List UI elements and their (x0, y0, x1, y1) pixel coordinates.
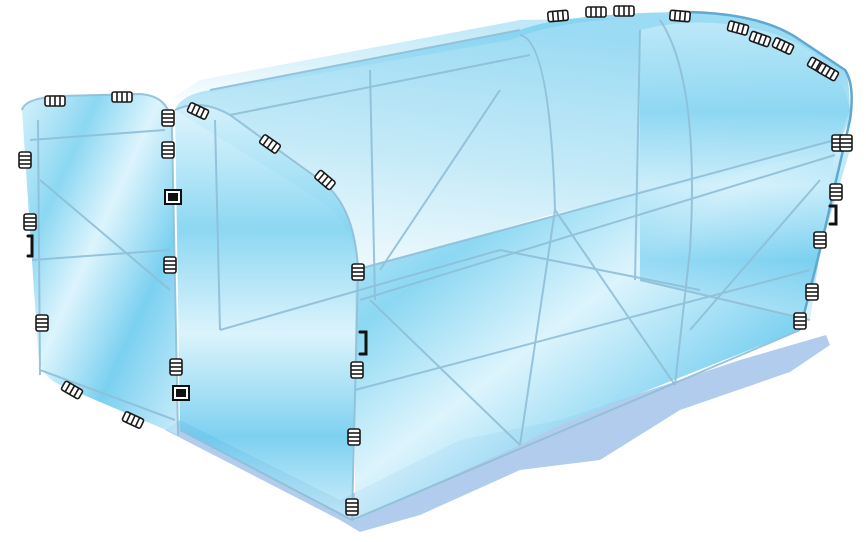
frame-clips (18, 5, 853, 516)
frame-clip-icon (668, 9, 692, 23)
frame-clip-icon (813, 231, 827, 249)
door-handle-icon (26, 234, 34, 258)
frame-clip-icon (351, 263, 365, 281)
frame-clip-icon (18, 151, 32, 169)
frame-clip-icon (771, 37, 795, 55)
frame-clip-icon (805, 283, 819, 301)
hinge-icon (172, 385, 190, 401)
frame-clip-icon (163, 256, 177, 274)
frame-clip-icon (546, 9, 570, 23)
frame-clip-icon (44, 95, 66, 107)
door-handle-icon (358, 330, 368, 356)
frame-clip-icon (613, 5, 635, 17)
frame-clip-icon (23, 213, 37, 231)
frame-clip-icon (350, 361, 364, 379)
frame-clip-icon (121, 411, 145, 429)
frame-clip-icon (169, 358, 183, 376)
frame-clip-icon (161, 141, 175, 159)
open-door-panel (22, 94, 178, 435)
frame-clip-icon (585, 6, 607, 18)
door-handle-icon (828, 204, 838, 226)
frame-clip-icon (258, 134, 282, 154)
frame-clip-icon (839, 134, 853, 152)
frame-clip-icon (816, 62, 840, 82)
frame-clip-icon (111, 91, 133, 103)
frame-clip-icon (748, 30, 772, 48)
frame-edges (679, 10, 853, 331)
frame-clip-icon (186, 102, 210, 120)
frame-clip-icon (345, 498, 359, 516)
frame-clip-icon (161, 109, 175, 127)
left-end-wall (175, 105, 358, 520)
frame-clip-icon (314, 169, 336, 191)
frame-clip-icon (60, 380, 84, 400)
frame-clip-icon (829, 183, 843, 201)
frame-clip-icon (793, 312, 807, 330)
right-end-wall (640, 22, 850, 320)
hinge-icon (164, 189, 182, 205)
frame-clip-icon (726, 20, 750, 36)
frame-clip-icon (347, 428, 361, 446)
frame-clip-icon (35, 314, 49, 332)
